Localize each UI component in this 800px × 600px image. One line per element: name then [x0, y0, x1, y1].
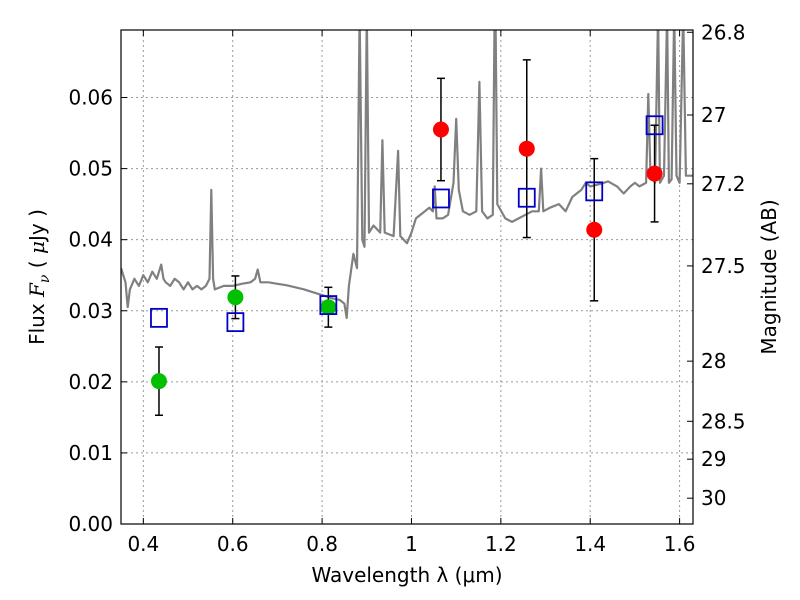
error-bars	[154, 59, 659, 416]
grid	[121, 30, 693, 525]
y2-tick-label: 28.5	[701, 409, 746, 433]
x-tick-label: 1.2	[485, 532, 517, 556]
y-tick-label: 0.01	[68, 441, 113, 465]
data-markers	[150, 115, 664, 390]
data-point-square	[150, 307, 168, 328]
y2-tick-label: 27.5	[701, 254, 746, 278]
y2-tick-label: 27	[701, 103, 726, 127]
data-point-circle	[150, 373, 167, 390]
x-tick-label: 1.6	[664, 532, 696, 556]
data-point-square	[517, 187, 536, 208]
y-axis-label: Flux Fν ( μJy )	[25, 209, 53, 345]
y-tick-label: 0.03	[68, 299, 113, 323]
data-point-square	[226, 312, 245, 333]
y-tick-label: 0.06	[68, 86, 113, 110]
y-tick-label: 0.05	[68, 157, 113, 181]
y2-tick-label: 29	[701, 447, 726, 471]
x-axis-label: Wavelength λ (μm)	[311, 563, 502, 587]
y2-tick-label: 30	[701, 486, 726, 510]
data-point-circle	[586, 221, 603, 238]
data-point-square	[319, 295, 338, 315]
y2-tick-label: 26.8	[701, 20, 746, 44]
plot-frame	[120, 29, 694, 525]
data-point-square	[585, 181, 604, 202]
data-point-circle	[432, 121, 449, 138]
x-tick-label: 0.4	[127, 532, 159, 556]
x-tick-label: 0.6	[217, 532, 249, 556]
spectrum-line	[121, 30, 693, 319]
x-tick-label: 0.8	[306, 532, 338, 556]
data-point-circle	[227, 289, 244, 306]
data-point-circle	[320, 299, 337, 316]
x-tick-label: 1	[405, 532, 418, 556]
data-point-circle	[646, 165, 663, 182]
y-tick-label: 0.02	[68, 370, 113, 394]
y2-axis-label: Magnitude (AB)	[757, 199, 781, 354]
data-point-circle	[518, 140, 535, 157]
ticks: 0.4 0.6 0.8 1 1.2 1.4 1.6 0.00 0.01 0.02 0.03 0.04 0…	[68, 20, 745, 556]
y-tick-label: 0.00	[68, 512, 113, 536]
data-point-square	[432, 188, 450, 209]
plot-area	[121, 30, 693, 416]
x-tick-label: 1.4	[574, 532, 606, 556]
data-point-square	[645, 115, 664, 136]
y2-tick-label: 28	[701, 349, 726, 373]
y2-tick-label: 27.2	[701, 172, 746, 196]
y-tick-label: 0.04	[68, 228, 113, 252]
